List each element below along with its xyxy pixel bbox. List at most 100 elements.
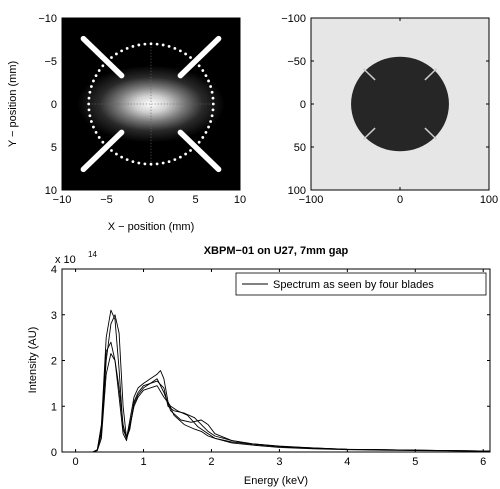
y-tick-label: 0 — [51, 99, 57, 111]
y-tick-label: 3 — [51, 310, 57, 322]
aperture-dot — [115, 53, 118, 56]
y-tick-label: 50 — [294, 142, 306, 154]
y-tick-label: −10 — [38, 13, 57, 25]
aperture-dot — [184, 53, 187, 56]
aperture-dot — [198, 64, 201, 67]
legend: Spectrum as seen by four blades — [236, 273, 486, 295]
aperture-dot — [212, 103, 215, 106]
x-tick-label: 0 — [397, 194, 403, 206]
y-multiplier-base: x 10 — [55, 254, 76, 266]
aperture-dot — [205, 74, 208, 77]
aperture-dot — [150, 42, 153, 45]
legend-label: Spectrum as seen by four blades — [273, 279, 434, 291]
y-multiplier-exponent: 14 — [88, 250, 97, 259]
aperture-dot — [110, 56, 113, 59]
aperture-dot — [179, 50, 182, 53]
aperture-dot — [150, 163, 153, 166]
x-tick-label: 5 — [192, 194, 198, 206]
aperture-dot — [173, 47, 176, 50]
aperture-dot — [184, 153, 187, 156]
spectrum-y-label: Intensity (AU) — [27, 327, 39, 394]
y-tick-label: 1 — [51, 401, 57, 413]
aperture-dot — [179, 156, 182, 159]
x-tick-label: 0 — [148, 194, 154, 206]
aperture-dot — [168, 160, 171, 163]
aperture-dot — [189, 149, 192, 152]
x-tick-label: 3 — [276, 456, 282, 468]
aperture-dot — [189, 56, 192, 59]
aperture-dot — [88, 114, 91, 117]
x-tick-label: 10 — [234, 194, 246, 206]
x-tick-label: 6 — [480, 456, 486, 468]
aperture-dot — [126, 158, 129, 161]
aperture-dot — [95, 131, 98, 134]
aperture-dot — [88, 91, 91, 94]
aperture-dot — [132, 45, 135, 48]
aperture-dot — [92, 80, 95, 83]
aperture-dot — [120, 156, 123, 159]
spectrum-x-label: Energy (keV) — [244, 475, 308, 487]
aperture-dot — [137, 162, 140, 165]
beam-profile-y-label: Y − position (mm) — [7, 61, 19, 147]
spectrum-title: XBPM−01 on U27, 7mm gap — [204, 245, 349, 257]
y-tick-label: 0 — [51, 447, 57, 459]
y-tick-label: −50 — [287, 56, 306, 68]
aperture-dot — [120, 50, 123, 53]
aperture-dot — [87, 103, 90, 106]
aperture-dot — [201, 69, 204, 72]
aperture-dot — [211, 114, 214, 117]
y-tick-label: 10 — [45, 185, 57, 197]
x-tick-label: 4 — [344, 456, 350, 468]
x-tick-label: 5 — [412, 456, 418, 468]
aperture-dot — [209, 120, 212, 123]
aperture-dot — [207, 126, 210, 129]
x-tick-label: 100 — [480, 194, 498, 206]
aperture-dot — [211, 91, 214, 94]
y-axis-multiplier: x 10 14 — [55, 250, 97, 266]
y-tick-label: 5 — [51, 142, 57, 154]
aperture-dot — [209, 85, 212, 88]
y-tick-label: −100 — [281, 13, 306, 25]
x-tick-label: 1 — [140, 456, 146, 468]
aperture-dot — [90, 85, 93, 88]
aperture-dot — [92, 126, 95, 129]
aperture-dot — [198, 141, 201, 144]
y-tick-label: −5 — [44, 56, 57, 68]
aperture-dot — [101, 141, 104, 144]
aperture-dot — [90, 120, 93, 123]
aperture-dot — [143, 163, 146, 166]
spectrum-panel: XBPM−01 on U27, 7mm gap 0123456 01234 x … — [27, 245, 490, 487]
aperture-dot — [201, 136, 204, 139]
x-tick-label: −5 — [100, 194, 113, 206]
aperture-dot — [88, 109, 91, 112]
aperture-dot — [88, 97, 91, 100]
aperture-dot — [207, 80, 210, 83]
aperture-dot — [156, 163, 159, 166]
aperture-dot — [156, 43, 159, 46]
pixel-mask-panel: −100 0 100 −100 −50 0 50 100 — [281, 13, 498, 206]
aperture-dot — [162, 162, 165, 165]
x-tick-label: 2 — [208, 456, 214, 468]
aperture-dot — [126, 47, 129, 50]
aperture-dot — [101, 64, 104, 67]
aperture-dot — [162, 44, 165, 47]
aperture-dot — [137, 44, 140, 47]
aperture-dot — [95, 74, 98, 77]
x-tick-label: 0 — [73, 456, 79, 468]
aperture-dot — [98, 136, 101, 139]
aperture-dot — [115, 153, 118, 156]
aperture-dot — [98, 69, 101, 72]
y-tick-label: 0 — [300, 99, 306, 111]
aperture-dot — [143, 43, 146, 46]
aperture-dot — [212, 97, 215, 100]
y-tick-label: 2 — [51, 356, 57, 368]
aperture-dot — [110, 149, 113, 152]
aperture-dot — [205, 131, 208, 134]
beam-profile-x-label: X − position (mm) — [108, 221, 195, 233]
beam-profile-panel: −10 −5 0 5 10 −10 −5 0 5 10 X − position (mm) Y … — [7, 13, 246, 233]
aperture-dot — [212, 109, 215, 112]
y-tick-label: 100 — [288, 185, 306, 197]
aperture-dot — [168, 45, 171, 48]
aperture-dot — [173, 158, 176, 161]
